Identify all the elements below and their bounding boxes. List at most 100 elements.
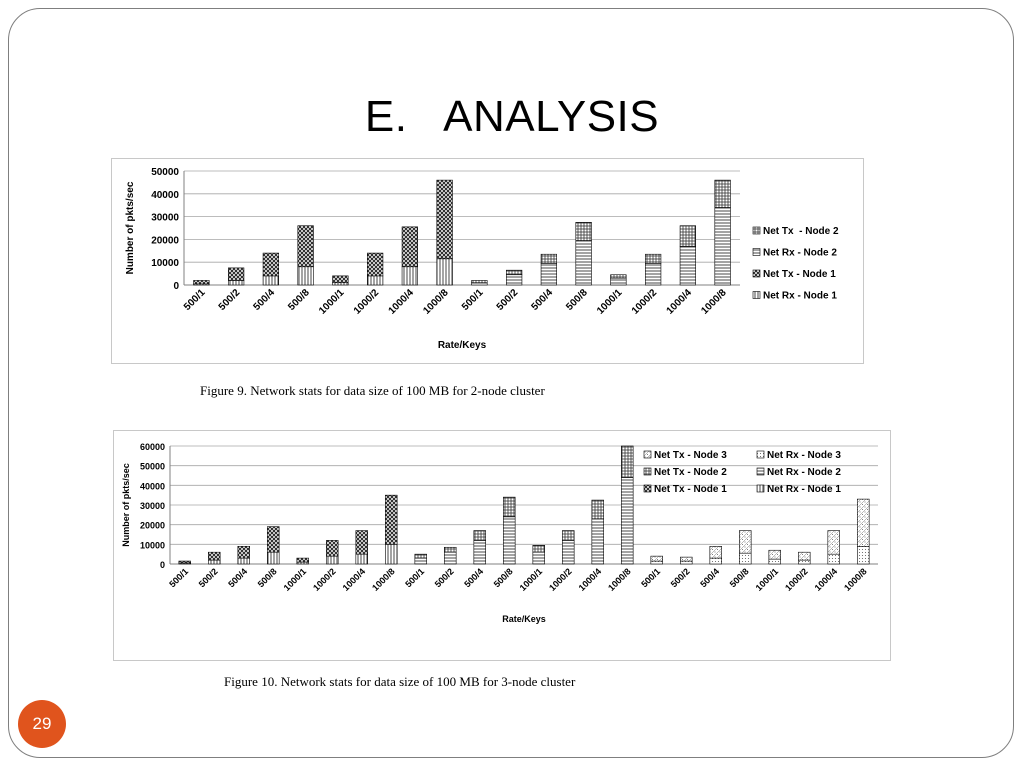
bar-segment-net-rx-node-2	[532, 551, 545, 565]
bar-segment-net-tx-node-1	[436, 179, 453, 260]
chart-9-svg: 0 10000 20000 30000 40000 50000 500/1 500/2 500/…	[125, 167, 839, 351]
legend-label-net-tx-node-2: Net Tx - Node 2	[654, 467, 727, 478]
legend-swatch-net-rx-node-2	[752, 248, 761, 256]
x-tick-label: 1000/8	[421, 287, 451, 317]
x-tick-label: 500/4	[698, 566, 721, 589]
legend-swatch-net-tx-node-1	[752, 269, 761, 278]
bar-segment-net-tx-node-2	[645, 253, 662, 264]
legend-swatch-net-rx-node-3	[756, 450, 765, 459]
bar-segment-net-rx-node-2	[506, 274, 523, 286]
y-tick-label: 0	[173, 281, 179, 292]
y-tick-label: 30000	[151, 213, 179, 224]
chart-10-svg: 0 10000 20000 30000 40000 50000 60000 500/1 500/…	[121, 442, 878, 624]
x-axis-title: Rate/Keys	[438, 340, 487, 351]
y-tick-label: 50000	[151, 167, 179, 178]
bar-segment-net-tx-node-2	[414, 553, 427, 559]
x-tick-label: 500/8	[564, 287, 590, 313]
x-tick-label: 500/1	[403, 566, 426, 589]
bar-segment-net-tx-node-1	[193, 280, 210, 285]
y-tick-label: 0	[160, 560, 165, 570]
bar-segment-net-tx-node-2	[621, 445, 634, 478]
x-tick-label: 500/8	[286, 287, 312, 313]
bar-segment-net-tx-node-2	[679, 225, 696, 247]
x-tick-label: 1000/1	[595, 287, 625, 317]
bar-segment-net-rx-node-3	[739, 552, 752, 565]
legend-swatch-net-tx-node-1	[643, 484, 652, 493]
bar-segment-net-rx-node-1	[401, 266, 418, 286]
bar-segment-net-rx-node-1	[436, 258, 453, 286]
x-tick-label: 500/2	[197, 566, 220, 589]
bar-segment-net-tx-node-1	[401, 226, 418, 268]
bar-segment-net-rx-node-3	[680, 560, 693, 565]
legend-label-net-rx-node-3: Net Rx - Node 3	[767, 450, 841, 461]
y-tick-label: 40000	[151, 190, 179, 201]
legend-label-net-rx-node-2: Net Rx - Node 2	[763, 248, 837, 259]
bar-segment-net-tx-node-1	[237, 546, 250, 559]
bar-segment-net-rx-node-1	[332, 282, 349, 286]
bar-segment-net-tx-node-3	[827, 530, 840, 555]
legend-swatch-net-rx-node-1	[752, 291, 761, 299]
bar-segment-net-rx-node-2	[610, 277, 627, 286]
bar-segment-net-rx-node-1	[237, 557, 250, 565]
legend-label-net-rx-node-1: Net Rx - Node 1	[767, 484, 841, 495]
bar-segment-net-rx-node-2	[562, 540, 575, 565]
x-tick-label: 500/8	[728, 566, 751, 589]
bar-segment-net-tx-node-1	[296, 557, 309, 563]
bar-segment-net-tx-node-3	[739, 530, 752, 554]
bar-segment-net-tx-node-1	[262, 252, 279, 277]
legend-swatch-net-tx-node-2	[643, 467, 652, 476]
bar-segment-net-rx-node-3	[650, 560, 663, 565]
y-tick-label: 60000	[140, 442, 165, 452]
bar-segment-net-tx-node-2	[532, 545, 545, 553]
x-tick-label: 1000/4	[813, 566, 840, 593]
page-number-badge: 29	[18, 700, 66, 748]
bar-segment-net-tx-node-2	[473, 530, 486, 541]
x-tick-label: 1000/2	[630, 287, 660, 317]
bar-segment-net-tx-node-2	[506, 269, 523, 276]
x-tick-label: 1000/4	[341, 566, 368, 593]
legend-label-net-tx-node-3: Net Tx - Node 3	[654, 450, 727, 461]
bar-segment-net-tx-node-1	[355, 530, 368, 555]
x-tick-label: 1000/8	[699, 287, 729, 317]
y-tick-label: 40000	[140, 481, 165, 491]
bar-segment-net-rx-node-3	[709, 557, 722, 565]
x-tick-label: 1000/4	[387, 287, 417, 317]
x-tick-label: 500/8	[256, 566, 279, 589]
x-tick-label: 500/2	[433, 566, 456, 589]
y-tick-label: 20000	[151, 235, 179, 246]
bar-segment-net-rx-node-2	[714, 207, 731, 286]
bar-segment-net-tx-node-1	[367, 252, 384, 277]
bar-segment-net-rx-node-1	[208, 559, 221, 565]
x-tick-label: 1000/2	[311, 566, 338, 593]
page-number: 29	[32, 714, 52, 733]
bar-segment-net-rx-node-1	[326, 555, 339, 565]
bar-segment-net-rx-node-2	[444, 551, 457, 565]
legend-label-net-tx-node-2: Net Tx - Node 2	[763, 226, 839, 237]
x-tick-label: 500/1	[182, 287, 208, 313]
x-tick-label: 500/2	[217, 287, 243, 313]
x-tick-label: 1000/2	[352, 287, 382, 317]
x-tick-label: 1000/1	[754, 566, 781, 593]
x-tick-label: 500/4	[226, 566, 249, 589]
figure-9-chart: 0 10000 20000 30000 40000 50000 500/1 500/2 500/…	[111, 158, 864, 364]
bar-segment-net-tx-node-1	[267, 526, 280, 553]
y-tick-label: 10000	[140, 540, 165, 550]
x-tick-label: 1000/4	[577, 566, 604, 593]
bar-segment-net-tx-node-1	[326, 540, 339, 557]
bar-segment-net-rx-node-3	[768, 558, 781, 565]
x-tick-label: 1000/1	[317, 287, 347, 317]
bar-segment-net-rx-node-2	[414, 557, 427, 565]
y-tick-label: 30000	[140, 501, 165, 511]
y-axis-title: Number of pkts/sec	[121, 463, 131, 547]
x-tick-label: 1000/4	[665, 287, 695, 317]
x-tick-label: 500/1	[460, 287, 486, 313]
bar-segment-net-rx-node-2	[645, 263, 662, 286]
x-axis-title: Rate/Keys	[502, 614, 546, 624]
bar-segment-net-tx-node-3	[709, 546, 722, 559]
y-tick-label: 10000	[151, 258, 179, 269]
slide-title-text: E. ANALYSIS	[364, 92, 660, 141]
x-tick-label: 500/4	[462, 566, 485, 589]
x-tick-label: 1000/1	[282, 566, 309, 593]
x-tick-label: 1000/8	[842, 566, 869, 593]
legend-label-net-tx-node-1: Net Tx - Node 1	[763, 269, 836, 280]
